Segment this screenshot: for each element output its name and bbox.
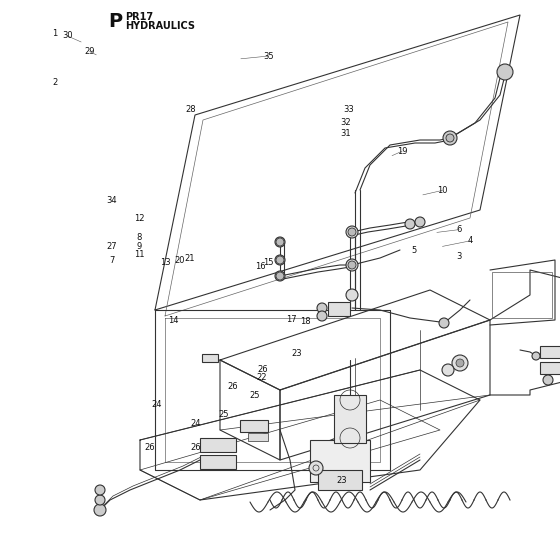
Text: 29: 29 [85,47,95,56]
Text: 23: 23 [337,476,347,485]
Text: 28: 28 [185,105,195,114]
Text: 19: 19 [397,147,407,156]
Text: 7: 7 [109,256,115,265]
Text: HYDRAULICS: HYDRAULICS [125,21,195,31]
Text: 31: 31 [341,129,351,138]
Circle shape [309,461,323,475]
Bar [334,395,366,443]
Circle shape [94,504,106,516]
Text: 6: 6 [456,225,462,234]
Bar [328,302,350,316]
Text: 1: 1 [52,29,58,38]
Circle shape [452,355,468,371]
Circle shape [95,485,105,495]
Circle shape [276,238,284,246]
Text: 30: 30 [62,31,72,40]
Text: 16: 16 [255,262,265,271]
Circle shape [439,318,449,328]
Text: 13: 13 [160,258,170,267]
Text: P: P [108,12,122,31]
Text: 20: 20 [174,256,184,265]
Bar [200,438,236,452]
Circle shape [334,454,346,466]
Text: 35: 35 [264,52,274,60]
Bar [200,455,236,469]
Circle shape [447,135,453,141]
Circle shape [346,259,358,271]
Text: 24: 24 [191,419,201,428]
Circle shape [346,289,358,301]
Bar [248,433,268,441]
Text: PR17: PR17 [125,12,153,22]
Text: 24: 24 [152,400,162,409]
Circle shape [348,228,356,236]
Text: 25: 25 [250,391,260,400]
Circle shape [275,255,285,265]
Bar [202,354,218,362]
Bar [240,420,268,432]
Text: 8: 8 [136,233,142,242]
Text: 11: 11 [134,250,144,259]
Text: 26: 26 [191,444,201,452]
Text: 34: 34 [107,196,117,205]
Circle shape [276,272,284,280]
Circle shape [346,226,358,238]
Text: 25: 25 [219,410,229,419]
Circle shape [543,375,553,385]
Circle shape [275,271,285,281]
Circle shape [276,256,284,264]
Circle shape [415,217,425,227]
Circle shape [456,359,464,367]
Circle shape [317,303,327,313]
Text: 10: 10 [437,186,447,195]
Bar [318,470,362,490]
Text: 33: 33 [343,105,354,114]
Circle shape [275,237,285,247]
Text: 5: 5 [412,246,417,255]
Circle shape [442,364,454,376]
Text: 3: 3 [456,252,462,261]
Circle shape [348,261,356,269]
Text: 23: 23 [292,349,302,358]
Text: 17: 17 [286,315,296,324]
Bar [310,440,370,482]
Text: 2: 2 [52,78,58,87]
Circle shape [443,131,457,145]
Circle shape [317,311,327,321]
Text: 14: 14 [169,316,179,325]
Text: 26: 26 [145,444,155,452]
Text: 26: 26 [227,382,237,391]
Circle shape [95,495,105,505]
Text: 26: 26 [258,365,268,374]
Circle shape [532,352,540,360]
Text: 27: 27 [107,242,117,251]
Bar [540,346,560,358]
Circle shape [318,438,362,482]
Text: 22: 22 [257,373,267,382]
Text: 21: 21 [184,254,194,263]
Bar [540,362,560,374]
Text: 4: 4 [468,236,473,245]
Bar [492,272,552,318]
Text: 15: 15 [264,258,274,267]
Circle shape [405,219,415,229]
Text: 32: 32 [341,118,351,127]
Text: 9: 9 [136,242,142,251]
Text: 12: 12 [134,214,144,223]
Circle shape [497,64,513,80]
Text: 18: 18 [301,317,311,326]
Circle shape [446,134,454,142]
